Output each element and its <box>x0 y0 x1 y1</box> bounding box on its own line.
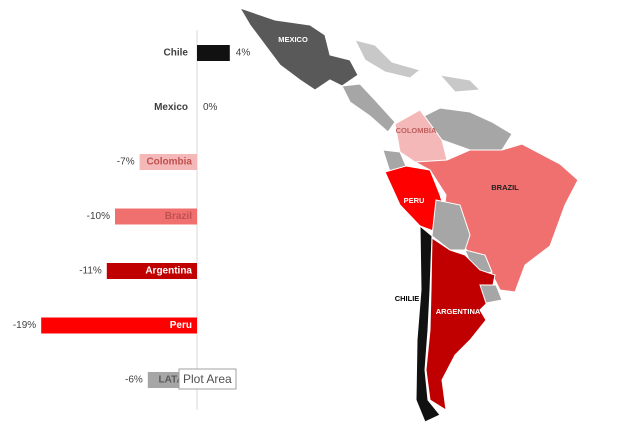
map-country-argentina <box>425 237 496 411</box>
category-label: Colombia <box>146 157 192 168</box>
map-label: BRAZIL <box>491 183 519 192</box>
category-label: Chile <box>164 48 189 59</box>
map-country-mexico <box>238 7 359 91</box>
map-label: ARGENTINA <box>436 307 481 316</box>
value-label: -11% <box>79 266 102 277</box>
map-region <box>419 107 513 151</box>
map-region <box>354 39 422 79</box>
map: MEXICO COLOMBIA BRAZIL PERU CHILIE ARGEN… <box>238 7 579 423</box>
map-region <box>438 74 482 93</box>
value-label: -19% <box>13 320 36 331</box>
category-label: Brazil <box>165 211 192 222</box>
map-label: CHILIE <box>395 294 420 303</box>
category-label: Peru <box>170 320 192 331</box>
bar <box>197 45 230 61</box>
bar <box>115 208 197 225</box>
tooltip-box <box>178 368 237 390</box>
map-region <box>341 83 396 133</box>
bar <box>106 263 197 279</box>
value-label: 4% <box>236 48 251 59</box>
map-country-chile <box>415 224 441 423</box>
bar <box>139 154 197 170</box>
map-label: COLOMBIA <box>396 126 437 135</box>
value-label: -6% <box>125 375 143 386</box>
value-label: -7% <box>117 157 135 168</box>
map-region <box>479 284 503 304</box>
category-label: LATAM <box>158 375 192 386</box>
category-label: Argentina <box>145 266 192 277</box>
bar <box>41 317 198 334</box>
map-label: PERU <box>404 196 425 205</box>
value-label: 0% <box>203 102 218 113</box>
value-label: -10% <box>87 211 110 222</box>
map-label: MEXICO <box>278 35 308 44</box>
category-label: Mexico <box>154 102 188 113</box>
tooltip: Plot Area <box>183 372 232 386</box>
